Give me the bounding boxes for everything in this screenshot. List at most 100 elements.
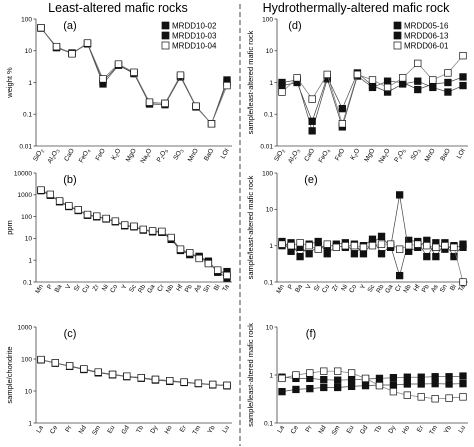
x-tick-label: K2O: [349, 148, 361, 162]
data-point: [332, 243, 340, 251]
x-tick-label: Sn: [202, 283, 212, 294]
x-tick-label-part: 2: [40, 148, 46, 153]
data-point: [223, 381, 231, 390]
series-MRDD10-03: [37, 187, 231, 276]
data-point: [323, 70, 331, 79]
legend-label: MRDD06-01: [404, 42, 449, 51]
x-tick-label: Pr: [64, 424, 74, 434]
data-point: [93, 212, 101, 220]
data-point: [375, 381, 384, 390]
x-tick-label: Tm: [192, 425, 203, 437]
data-point: [417, 380, 425, 388]
x-tick-label-part: Al: [46, 156, 55, 165]
series-MRDD06-01: [278, 52, 467, 128]
x-tick-label: Nb: [402, 283, 412, 294]
x-tick-label: Pr: [304, 424, 314, 434]
data-point: [334, 367, 342, 375]
data-point: [431, 395, 439, 403]
panel-d: 0.01 0.1 1 10 100 sample/least-altered mafic …: [246, 16, 468, 165]
data-point: [432, 243, 440, 251]
x-tick-label: As: [193, 283, 203, 294]
data-point: [137, 374, 145, 382]
data-point: [195, 254, 203, 263]
x-tick-label-part: 3: [179, 148, 185, 153]
y-tick-label: 0.01: [19, 143, 32, 150]
x-tick-label-part: 5: [401, 148, 407, 153]
x-tick-label-part: O: [353, 148, 362, 156]
x-tick-label: Sm: [91, 425, 102, 437]
y-tick-label: 100: [21, 214, 32, 221]
data-point: [396, 245, 404, 253]
data-point: [347, 369, 356, 377]
x-tick-label: MnO: [424, 148, 437, 164]
data-point: [306, 384, 314, 393]
x-tick-label: V: [65, 283, 74, 291]
data-point: [334, 376, 342, 384]
x-tick-label: Ce: [290, 424, 300, 435]
legend-marker: [161, 31, 170, 40]
x-tick-label: V: [305, 283, 314, 291]
data-point: [445, 394, 453, 402]
data-point: [46, 190, 54, 198]
data-point: [108, 370, 117, 379]
data-point: [341, 242, 349, 250]
data-point: [399, 74, 407, 82]
x-tick-label-part: 2: [51, 155, 57, 160]
data-point: [414, 59, 422, 68]
data-point: [83, 39, 92, 47]
x-tick-label-part: 4: [86, 148, 92, 153]
data-point: [441, 242, 449, 250]
x-tick-label: Nd: [317, 424, 327, 435]
data-point: [445, 373, 453, 381]
x-tick-label-part: O: [114, 148, 123, 156]
panel-c: 1 10 100 1000 sample/chondrite (c) La Ce Pr Nd Sm E…: [5, 324, 232, 436]
x-tick-label-part: SO: [172, 150, 183, 162]
x-tick-label: Sr: [73, 283, 83, 293]
x-tick-label: Cr: [394, 283, 404, 293]
x-tick-label: Cu: [321, 283, 331, 294]
data-point: [450, 243, 458, 251]
x-tick-label: MnO: [187, 148, 200, 164]
x-tick-label: Ba: [53, 283, 63, 294]
panel-label: (b): [63, 174, 76, 186]
data-point: [396, 191, 404, 199]
y-tick-label: 1: [269, 243, 273, 250]
x-tick-label: Er: [416, 424, 426, 434]
x-tick-label: Zr: [331, 283, 341, 293]
data-point: [320, 383, 328, 392]
x-tick-label: FeO4: [78, 147, 92, 164]
data-point: [130, 222, 138, 230]
x-tick-label: Cu: [81, 283, 91, 294]
data-point: [161, 99, 169, 108]
y-axis-label: weight %: [5, 67, 14, 99]
data-point: [347, 382, 356, 391]
y-tick-label: 100: [21, 356, 32, 363]
y-tick-label: 1: [269, 372, 273, 379]
x-tick-label-part: SO: [410, 150, 421, 162]
data-point: [287, 242, 295, 250]
x-tick-label: FeO: [95, 148, 107, 162]
x-tick-label-part: K: [110, 153, 119, 161]
data-point: [296, 252, 304, 261]
y-axis-label: sample/chondrite: [5, 346, 14, 403]
x-tick-label: Ce: [49, 424, 59, 435]
data-point: [111, 217, 120, 225]
data-point: [121, 221, 129, 229]
x-tick-label: Tb: [374, 424, 384, 434]
x-tick-label: SiO2: [273, 147, 286, 163]
legend-marker: [161, 21, 170, 30]
series-MRDD10-04: [37, 355, 231, 390]
data-point: [214, 266, 222, 274]
data-point: [429, 76, 437, 84]
data-point: [414, 85, 422, 94]
legend-label: MRDD06-13: [404, 32, 449, 41]
series-MRDD10-04: [37, 186, 231, 280]
data-point: [423, 252, 431, 261]
data-point: [94, 368, 102, 376]
data-point: [37, 186, 45, 194]
data-point: [383, 83, 392, 92]
x-tick-label: Tb: [135, 424, 145, 434]
data-point: [308, 117, 316, 125]
x-tick-label-part: SiO: [32, 150, 43, 163]
